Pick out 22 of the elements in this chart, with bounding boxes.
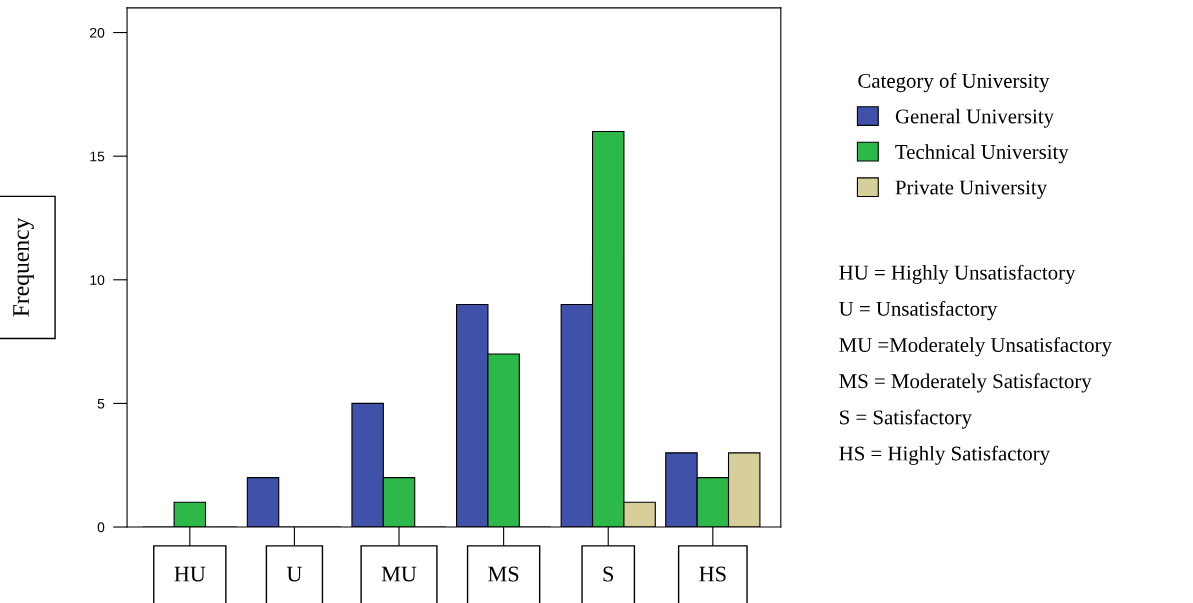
y-tick-label: 20 <box>90 27 105 38</box>
y-axis-title: Frequency <box>13 217 34 317</box>
y-tick-label: 0 <box>97 522 105 533</box>
legend-label: Technical University <box>895 144 1069 164</box>
x-tick-label: HU <box>174 566 206 582</box>
text: HU = Highly Unsatisfactory <box>839 264 1076 284</box>
y-tick-label: 10 <box>90 275 105 285</box>
text: HS = Highly Satisfactory <box>839 445 1050 465</box>
y-tick-label: 5 <box>97 398 105 409</box>
x-tick-label: S <box>603 566 614 582</box>
y-tick-label: 15 <box>90 151 105 162</box>
text: MU =Moderately Unsatisfactory <box>839 337 1112 357</box>
x-tick-label: HS <box>699 566 726 582</box>
text: S = Satisfactory <box>840 409 972 429</box>
x-tick-label: MU <box>381 566 417 582</box>
x-tick-label: MS <box>488 566 519 582</box>
text: MS = Moderately Satisfactory <box>839 373 1092 393</box>
text: U = Unsatisfactory <box>839 300 998 321</box>
legend-title: Category of University <box>858 73 1050 93</box>
x-tick-label: U <box>286 566 302 582</box>
legend-label: Private University <box>895 180 1048 199</box>
legend-label: General University <box>895 108 1054 128</box>
